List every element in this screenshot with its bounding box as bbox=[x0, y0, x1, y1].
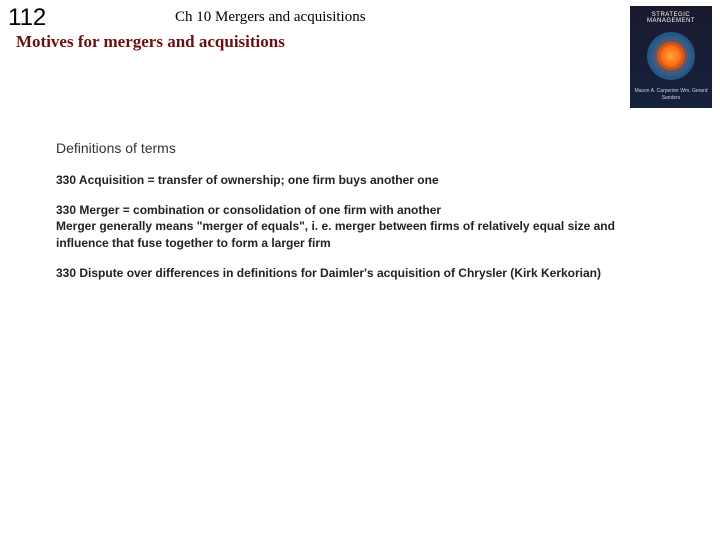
book-cover-graphic bbox=[647, 32, 695, 80]
section-title: Motives for mergers and acquisitions bbox=[16, 32, 285, 52]
chapter-title: Ch 10 Mergers and acquisitions bbox=[175, 9, 366, 26]
content-paragraph-3: 330 Dispute over differences in definiti… bbox=[56, 265, 636, 281]
book-cover-thumbnail: STRATEGIC MANAGEMENT Mason A. Carpenter … bbox=[630, 6, 712, 108]
content-subheading: Definitions of terms bbox=[56, 140, 636, 156]
content-paragraph-1: 330 Acquisition = transfer of ownership;… bbox=[56, 172, 636, 188]
slide-number: 112 bbox=[8, 4, 46, 32]
content-area: Definitions of terms 330 Acquisition = t… bbox=[56, 140, 636, 295]
content-paragraph-2: 330 Merger = combination or consolidatio… bbox=[56, 202, 636, 251]
book-cover-title: STRATEGIC MANAGEMENT bbox=[630, 12, 712, 24]
book-cover-authors: Mason A. Carpenter Wm. Gerard Sanders bbox=[630, 88, 712, 101]
